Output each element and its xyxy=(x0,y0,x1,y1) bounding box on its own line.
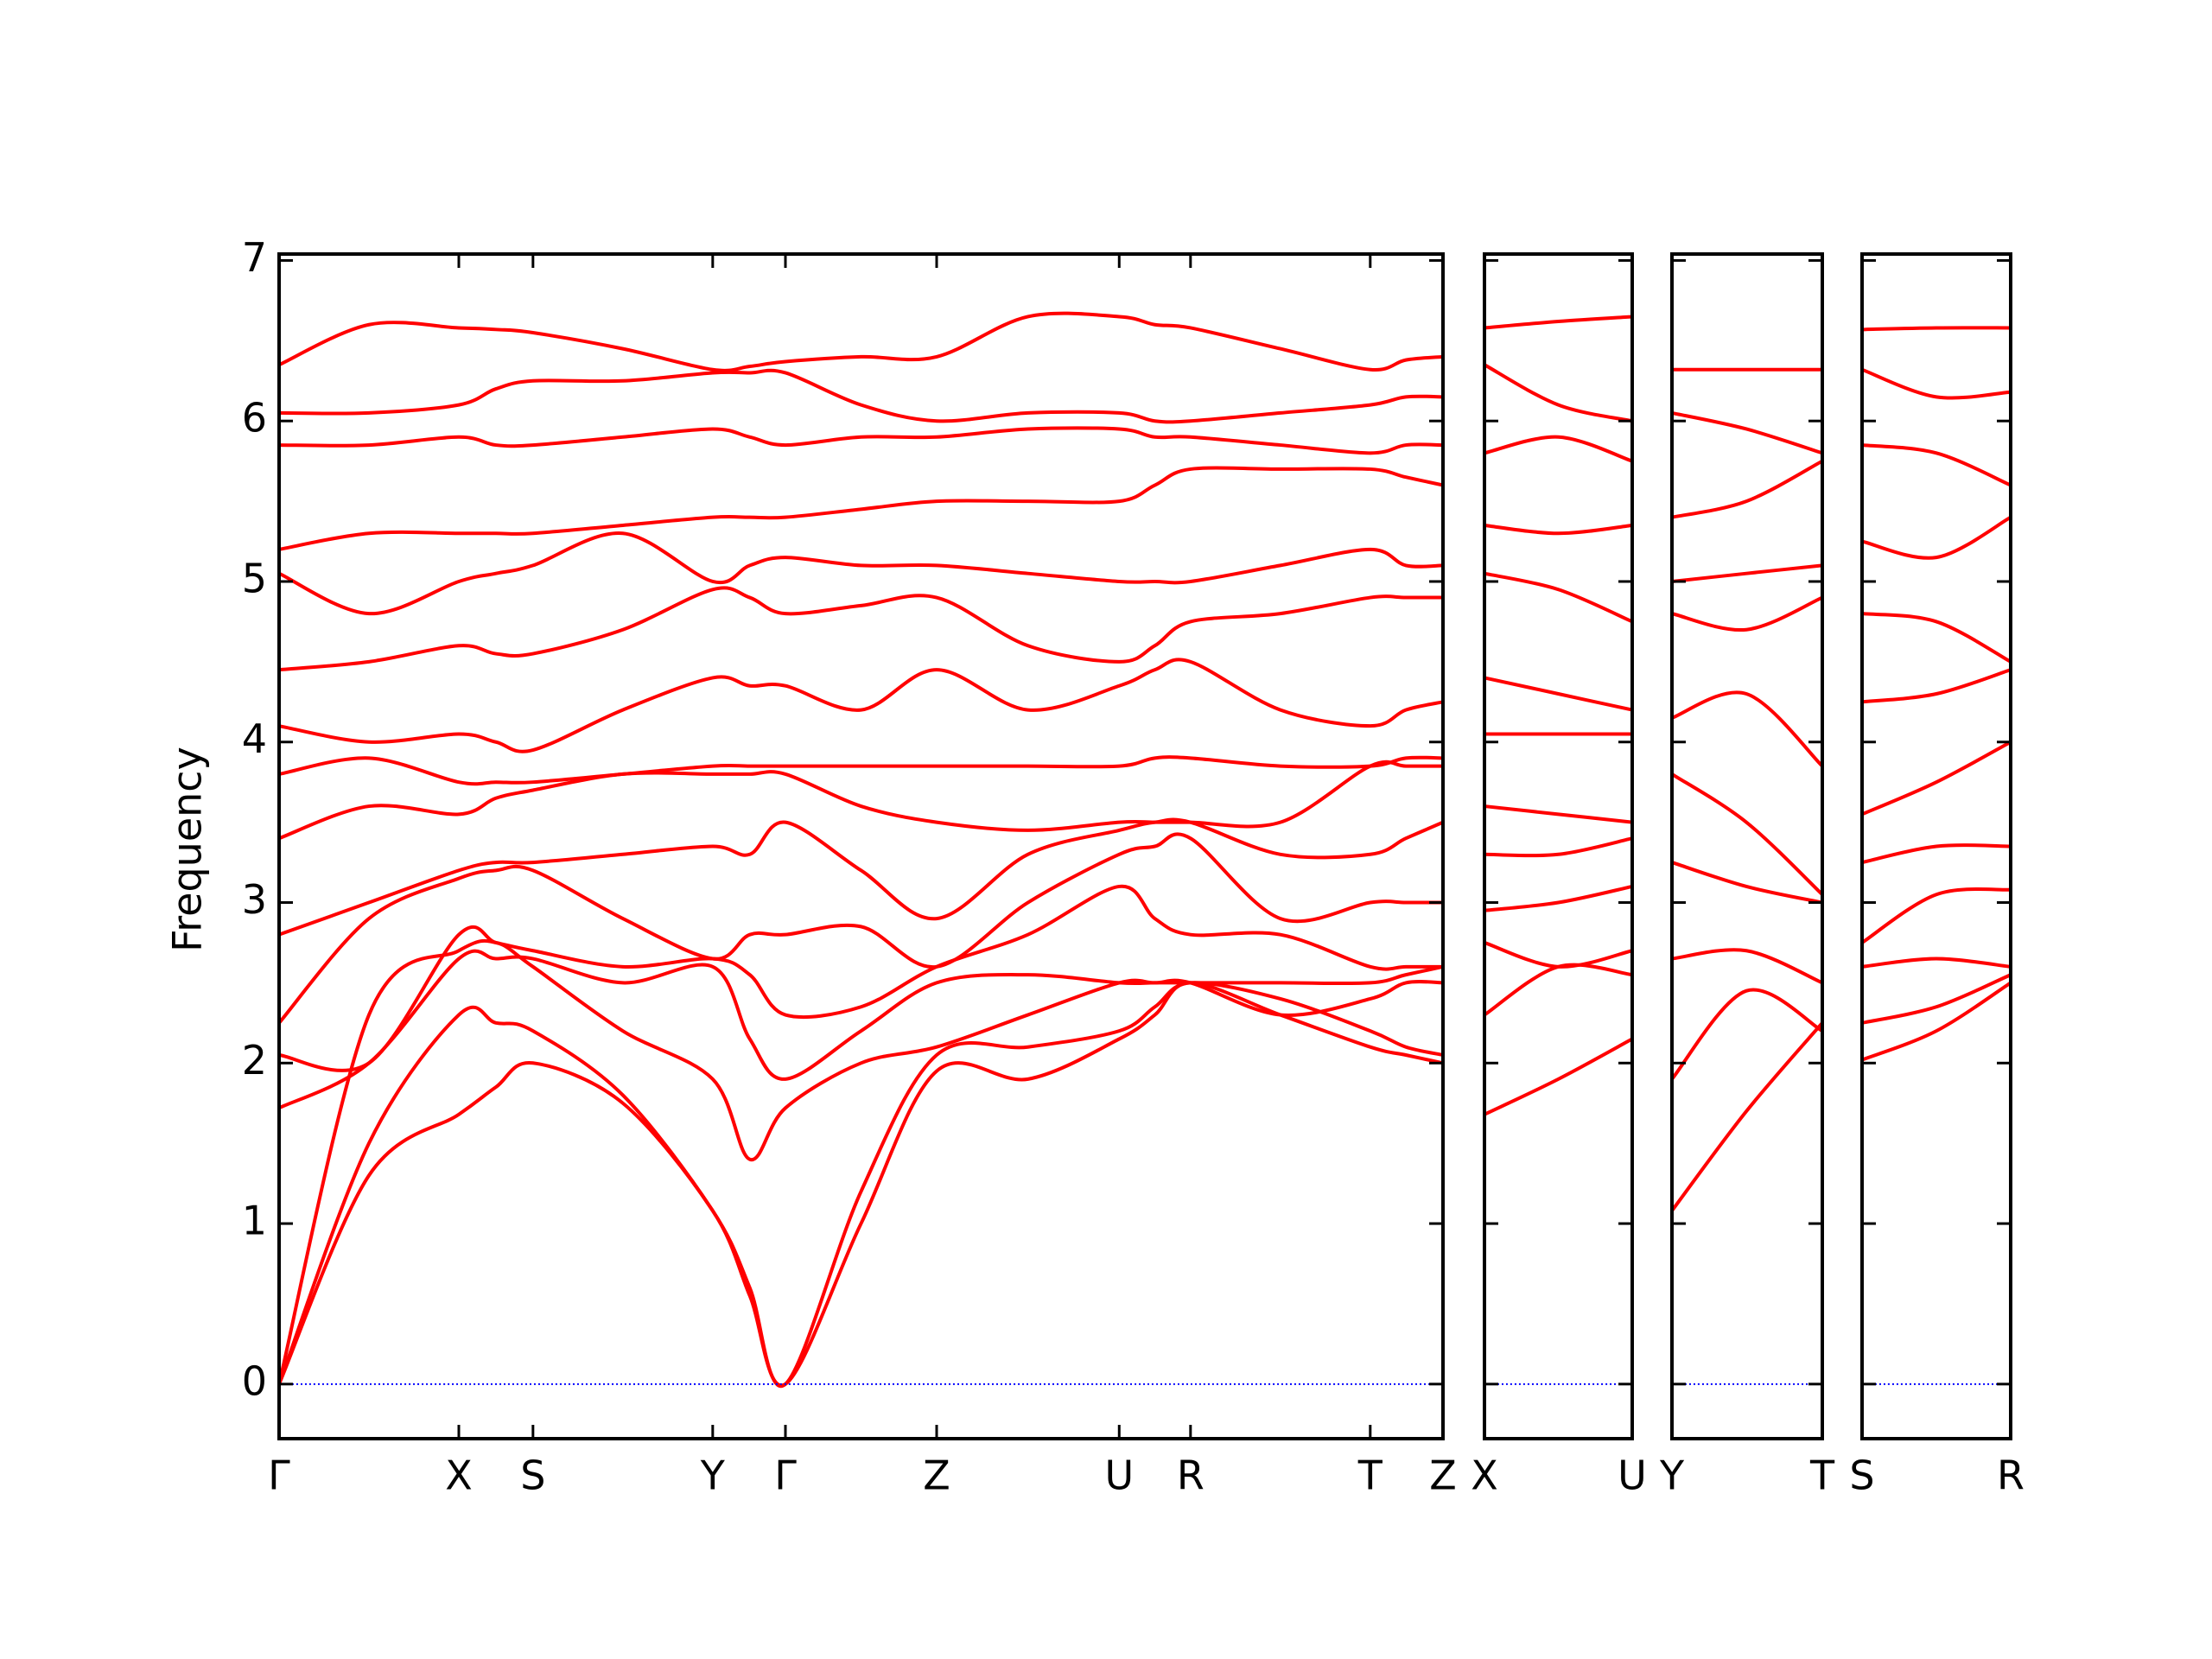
band-line xyxy=(278,368,1444,424)
y-tick-label: 6 xyxy=(242,395,267,442)
band-line xyxy=(1861,668,2012,704)
x-tick-label: U xyxy=(1104,1452,1134,1499)
band-line xyxy=(278,586,1443,672)
band-line xyxy=(278,658,1444,753)
band-line xyxy=(1860,887,2012,944)
y-tick-label: 4 xyxy=(242,715,267,762)
band-line xyxy=(1671,595,1823,632)
band-line xyxy=(277,981,1444,1388)
band-line xyxy=(1484,941,1633,969)
x-tick-label: T xyxy=(1809,1452,1835,1499)
band-line xyxy=(278,760,1443,841)
band-line xyxy=(1861,367,2012,400)
plot-frame xyxy=(277,252,1445,1440)
band-line xyxy=(1484,571,1633,624)
band-line xyxy=(1671,410,1823,455)
x-tick-label: X xyxy=(445,1452,473,1499)
x-tick-label: S xyxy=(520,1452,545,1499)
band-line xyxy=(278,949,1444,1110)
band-line xyxy=(278,755,1444,786)
y-tick-label: 2 xyxy=(242,1037,267,1084)
band-line xyxy=(278,884,1443,1072)
x-tick-label: Γ xyxy=(774,1452,797,1499)
band-line xyxy=(1861,981,2012,1062)
y-tick-label: 5 xyxy=(242,555,267,601)
x-tick-label: Z xyxy=(923,1452,950,1499)
x-tick-label: Y xyxy=(1659,1452,1685,1499)
x-tick-label: T xyxy=(1357,1452,1383,1499)
x-tick-label: R xyxy=(1997,1452,2024,1499)
x-tick-label: Y xyxy=(700,1452,726,1499)
band-line xyxy=(278,817,1444,937)
y-tick-label: 7 xyxy=(242,234,267,281)
band-line xyxy=(1861,740,2012,817)
band-line xyxy=(1484,315,1633,330)
band-line xyxy=(278,426,1444,455)
band-line xyxy=(278,311,1444,372)
band-line xyxy=(1484,523,1633,536)
band-line xyxy=(1861,515,2012,560)
band-line xyxy=(277,938,1444,1385)
band-line xyxy=(1861,957,2012,969)
x-tick-label: R xyxy=(1177,1452,1205,1499)
band-line xyxy=(1484,363,1633,423)
x-tick-label: Z xyxy=(1429,1452,1457,1499)
band-line xyxy=(1484,435,1633,463)
plot-frame xyxy=(1483,252,1634,1440)
band-line xyxy=(1484,884,1633,912)
band-line xyxy=(1670,1021,1824,1212)
band-line xyxy=(1671,563,1823,583)
band-line xyxy=(1671,948,1823,985)
band-line xyxy=(1861,843,2012,865)
band-line xyxy=(1484,804,1633,824)
band-line xyxy=(1861,326,2012,332)
plot-frame xyxy=(1670,252,1824,1440)
y-tick-label: 1 xyxy=(242,1198,267,1244)
plot-frame xyxy=(1860,252,2012,1440)
band-line xyxy=(1861,443,2012,487)
x-tick-label: Γ xyxy=(268,1452,290,1499)
band-line xyxy=(1671,861,1823,905)
band-line xyxy=(1670,772,1824,896)
band-line xyxy=(277,981,1444,1389)
band-line xyxy=(278,466,1444,551)
band-line xyxy=(278,531,1444,616)
band-line xyxy=(1670,988,1824,1081)
band-line xyxy=(1671,690,1824,768)
band-line xyxy=(1483,963,1633,1017)
x-tick-label: X xyxy=(1471,1452,1498,1499)
band-line xyxy=(1861,612,2012,664)
x-tick-label: S xyxy=(1849,1452,1874,1499)
band-line xyxy=(277,832,1443,1025)
band-line xyxy=(1861,973,2012,1025)
y-axis-label: Frequency xyxy=(164,747,211,952)
band-line xyxy=(1484,1037,1633,1116)
band-line xyxy=(1671,459,1823,519)
y-tick-label: 0 xyxy=(242,1357,267,1404)
band-line xyxy=(1484,676,1633,712)
x-tick-label: U xyxy=(1618,1452,1647,1499)
band-line xyxy=(1484,836,1633,858)
y-tick-label: 3 xyxy=(242,876,267,923)
